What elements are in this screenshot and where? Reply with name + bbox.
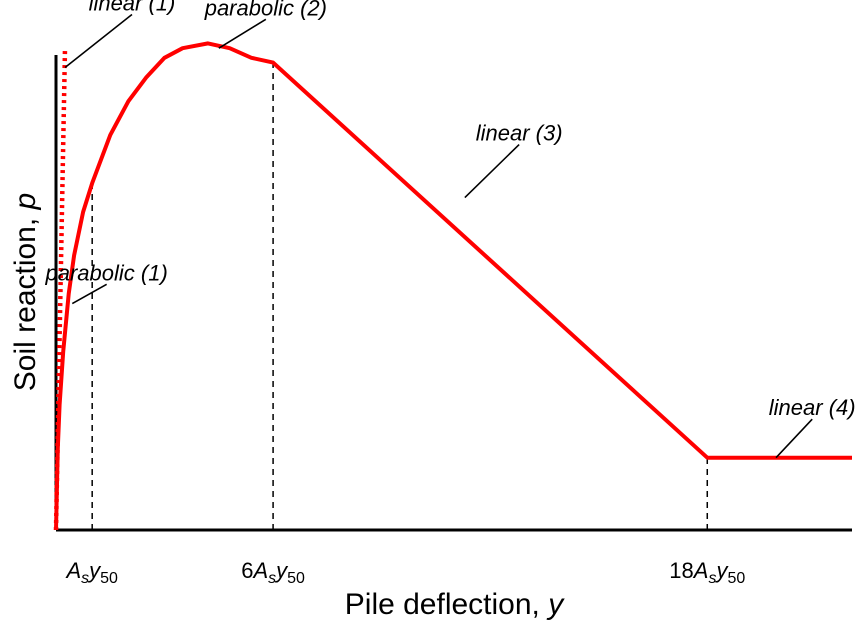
dotted-linear-line [53,48,68,531]
curve-series [53,41,852,531]
x-axis-title: Pile deflection, y [345,588,565,621]
annotation-leader-3 [464,143,520,199]
annotation-leader-4 [71,283,108,305]
annotation-label-2: parabolic (2) [204,0,327,20]
annotation-leader-2 [218,18,267,49]
y-axis-title: Soil reaction, p [9,193,42,391]
x-tick-label-3: 18Asy50 [669,558,745,587]
annotation-leader-1 [64,13,133,69]
annotation-leader-5 [775,418,813,459]
x-tick-labels: Asy50 6Asy50 18Asy50 [64,558,745,587]
annotation-label-1: linear (1) [89,0,176,15]
p-y-curve-line [54,41,852,531]
annotation-label-4: parabolic (1) [45,260,168,285]
dashed-guide-lines [91,62,709,530]
x-tick-label-1: Asy50 [64,558,118,587]
x-tick-label-2: 6Asy50 [241,558,305,587]
annotation-label-5: linear (4) [769,395,856,420]
segment-annotations: linear (1) parabolic (2) linear (3) parabol… [45,0,856,459]
annotation-label-3: linear (3) [476,121,563,146]
